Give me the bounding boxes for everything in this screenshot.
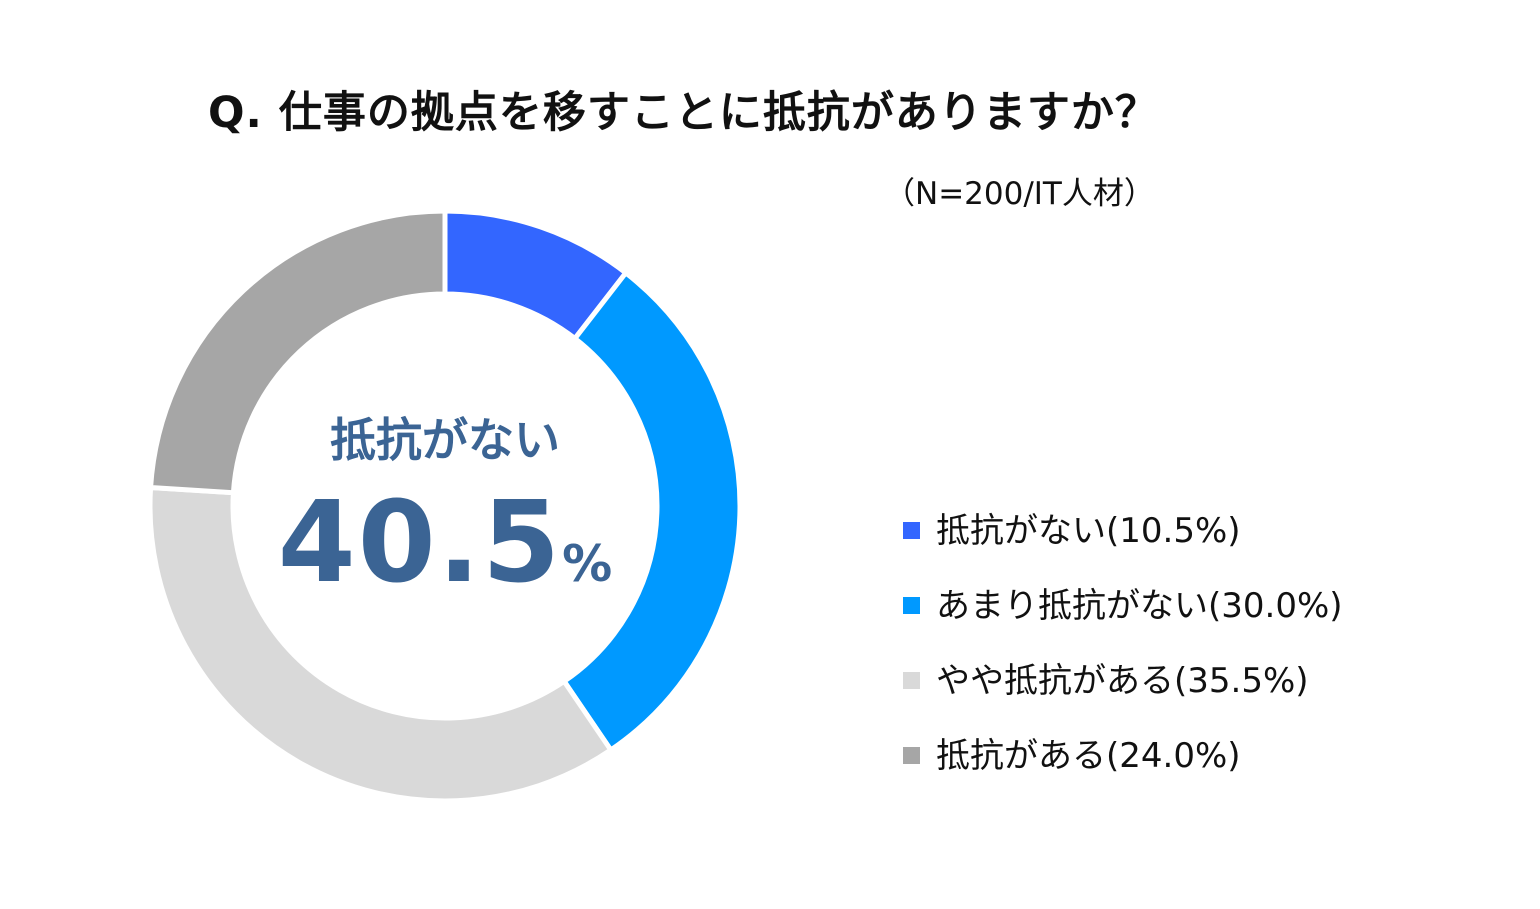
center-value-number: 40.5	[277, 478, 563, 608]
legend-item: 抵抗がない(10.5%)	[903, 490, 1343, 565]
legend-swatch	[903, 597, 920, 614]
legend: 抵抗がない(10.5%) あまり抵抗がない(30.0%) やや抵抗がある(35.…	[903, 490, 1343, 790]
center-label: 抵抗がない	[330, 413, 560, 467]
donut-slice	[147, 484, 615, 804]
donut-slice	[560, 269, 743, 754]
center-value-unit: %	[562, 535, 613, 593]
legend-swatch	[903, 672, 920, 689]
legend-swatch	[903, 747, 920, 764]
legend-label: やや抵抗がある(35.5%)	[936, 661, 1309, 701]
chart-title: Q. 仕事の拠点を移すことに抵抗がありますか？	[208, 88, 1159, 138]
legend-item: 抵抗がある(24.0%)	[903, 715, 1343, 790]
center-value: 40.5%	[278, 478, 612, 608]
legend-label: 抵抗がない(10.5%)	[936, 511, 1241, 551]
legend-label: 抵抗がある(24.0%)	[936, 736, 1241, 776]
legend-label: あまり抵抗がない(30.0%)	[936, 586, 1343, 626]
legend-item: あまり抵抗がない(30.0%)	[903, 565, 1343, 640]
donut-slice	[147, 208, 448, 496]
legend-swatch	[903, 522, 920, 539]
donut-chart	[147, 208, 743, 804]
legend-item: やや抵抗がある(35.5%)	[903, 640, 1343, 715]
sample-note: （N=200/IT人材）	[884, 176, 1155, 212]
